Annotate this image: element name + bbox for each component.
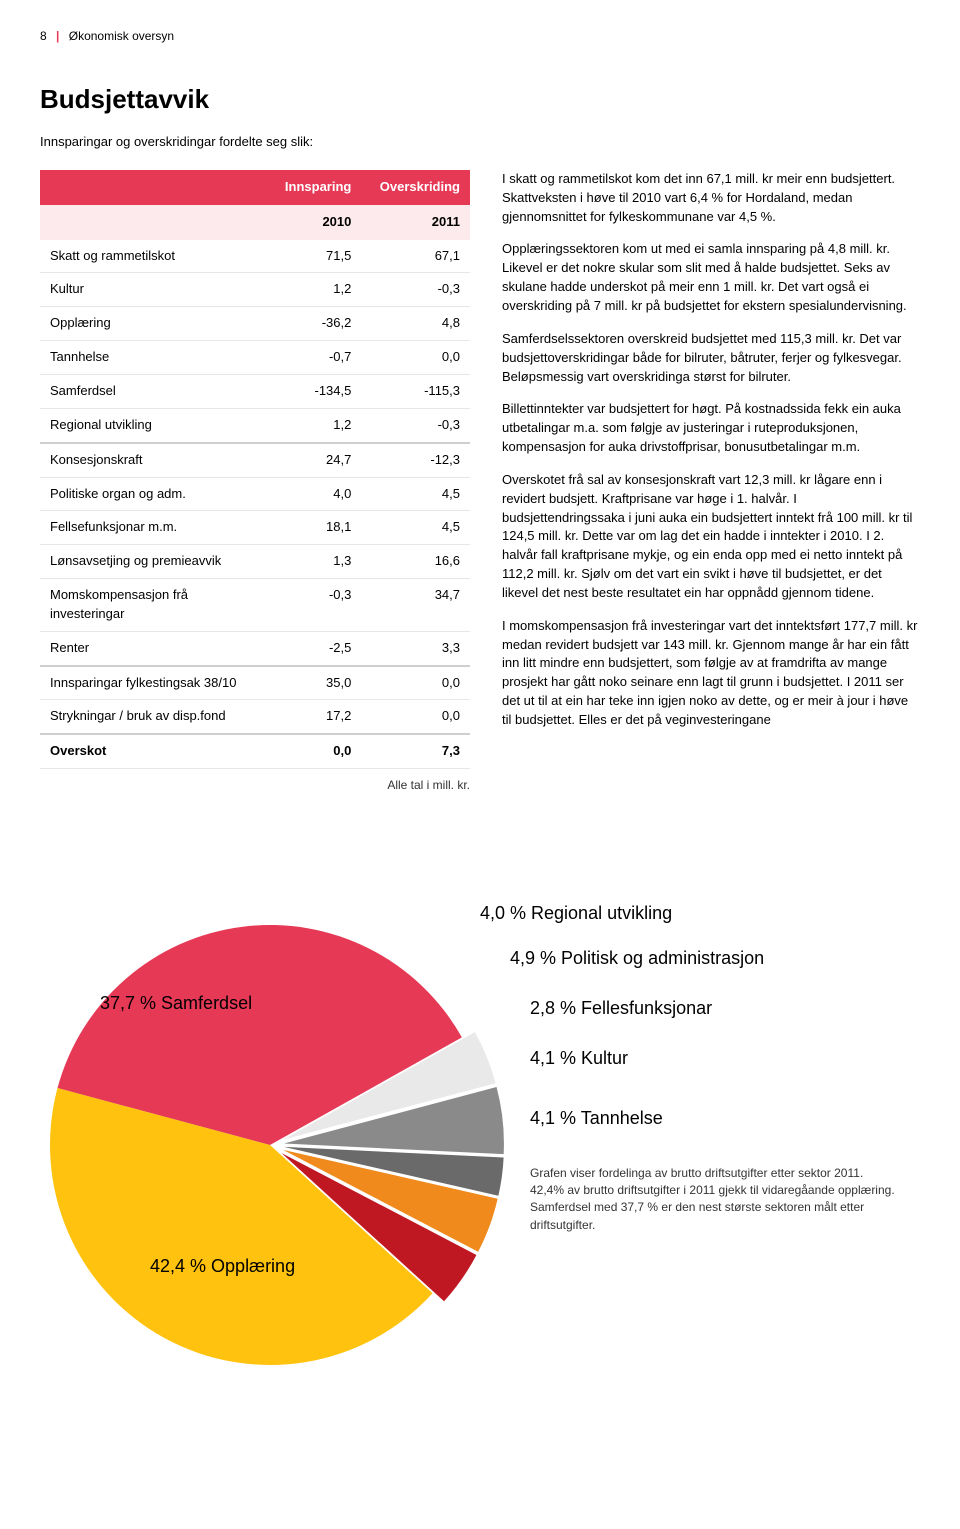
header-pipe: | — [56, 29, 59, 43]
row-label: Konsesjonskraft — [40, 443, 268, 477]
row-val-2011: 16,6 — [361, 545, 470, 579]
row-val-2010: 18,1 — [268, 511, 362, 545]
row-label: Samferdsel — [40, 374, 268, 408]
row-val-2010: 35,0 — [268, 666, 362, 700]
pie-chart — [40, 915, 520, 1395]
row-val-2011: 67,1 — [361, 240, 470, 273]
row-val-2010: 24,7 — [268, 443, 362, 477]
page-header: 8 | Økonomisk oversyn — [40, 28, 920, 45]
col-empty — [40, 170, 268, 205]
row-val-2011: 4,8 — [361, 307, 470, 341]
subtitle: Innsparingar og overskridingar fordelte … — [40, 133, 920, 152]
table-row: Strykningar / bruk av disp.fond17,20,0 — [40, 700, 470, 734]
row-val-2011: 7,3 — [361, 734, 470, 768]
table-row: Konsesjonskraft24,7-12,3 — [40, 443, 470, 477]
row-label: Momskompensasjon frå investeringar — [40, 579, 268, 632]
row-val-2010: 1,2 — [268, 273, 362, 307]
pie-label-politisk: 4,9 % Politisk og administrasjon — [510, 945, 764, 971]
row-val-2010: -0,7 — [268, 341, 362, 375]
body-paragraph: Samferdselssektoren overskreid budsjette… — [502, 330, 920, 387]
body-paragraph: Overskotet frå sal av konsesjonskraft va… — [502, 471, 920, 603]
row-val-2010: 0,0 — [268, 734, 362, 768]
row-val-2011: 3,3 — [361, 631, 470, 665]
table-year-row: 2010 2011 — [40, 205, 470, 240]
row-label: Innsparingar fylkestingsak 38/10 — [40, 666, 268, 700]
row-label: Lønsavsetjing og premieavvik — [40, 545, 268, 579]
pie-label-tannhelse: 4,1 % Tannhelse — [530, 1105, 663, 1131]
page-title: Budsjettavvik — [40, 81, 920, 119]
table-row: Fellsefunksjonar m.m.18,14,5 — [40, 511, 470, 545]
table-row: Opplæring-36,24,8 — [40, 307, 470, 341]
row-label: Tannhelse — [40, 341, 268, 375]
row-label: Renter — [40, 631, 268, 665]
table-row: Regional utvikling1,2-0,3 — [40, 408, 470, 442]
row-val-2010: 1,2 — [268, 408, 362, 442]
row-val-2011: 34,7 — [361, 579, 470, 632]
text-column: I skatt og rammetilskot kom det inn 67,1… — [502, 170, 920, 795]
body-paragraph: Opplæringssektoren kom ut med ei samla i… — [502, 240, 920, 315]
row-val-2011: 0,0 — [361, 341, 470, 375]
table-row: Lønsavsetjing og premieavvik1,316,6 — [40, 545, 470, 579]
body-paragraph: Billettinntekter var budsjettert for høg… — [502, 400, 920, 457]
table-row: Momskompensasjon frå investeringar-0,334… — [40, 579, 470, 632]
two-column-layout: Innsparing Overskriding 2010 2011 Skatt … — [40, 170, 920, 795]
year-empty — [40, 205, 268, 240]
row-val-2010: 4,0 — [268, 477, 362, 511]
page-section: Økonomisk oversyn — [69, 29, 174, 43]
pie-caption: Grafen viser fordelinga av brutto drifts… — [530, 1165, 900, 1235]
pie-chart-area: 37,7 % Samferdsel 4,0 % Regional utvikli… — [40, 855, 920, 1375]
pie-label-regional: 4,0 % Regional utvikling — [480, 900, 672, 926]
body-paragraph: I momskompensasjon frå investeringar var… — [502, 617, 920, 730]
row-val-2010: 71,5 — [268, 240, 362, 273]
table-row: Tannhelse-0,70,0 — [40, 341, 470, 375]
row-label: Skatt og rammetilskot — [40, 240, 268, 273]
table-row: Kultur1,2-0,3 — [40, 273, 470, 307]
row-val-2011: 4,5 — [361, 477, 470, 511]
pie-label-felles: 2,8 % Fellesfunksjonar — [530, 995, 712, 1021]
table-header-row: Innsparing Overskriding — [40, 170, 470, 205]
row-label: Kultur — [40, 273, 268, 307]
pie-label-samferdsel: 37,7 % Samferdsel — [100, 990, 252, 1016]
row-val-2011: -115,3 — [361, 374, 470, 408]
row-label: Fellsefunksjonar m.m. — [40, 511, 268, 545]
year-2011: 2011 — [361, 205, 470, 240]
budget-table: Innsparing Overskriding 2010 2011 Skatt … — [40, 170, 470, 769]
row-val-2011: -0,3 — [361, 408, 470, 442]
row-val-2010: 17,2 — [268, 700, 362, 734]
table-row: Renter-2,53,3 — [40, 631, 470, 665]
col-innsparing: Innsparing — [268, 170, 362, 205]
table-row: Innsparingar fylkestingsak 38/1035,00,0 — [40, 666, 470, 700]
row-val-2010: 1,3 — [268, 545, 362, 579]
row-label: Regional utvikling — [40, 408, 268, 442]
row-label: Opplæring — [40, 307, 268, 341]
pie-label-opplaering: 42,4 % Opplæring — [150, 1253, 295, 1279]
row-label: Strykningar / bruk av disp.fond — [40, 700, 268, 734]
table-row: Samferdsel-134,5-115,3 — [40, 374, 470, 408]
page-number: 8 — [40, 29, 47, 43]
row-label: Overskot — [40, 734, 268, 768]
col-overskriding: Overskriding — [361, 170, 470, 205]
row-val-2011: 0,0 — [361, 666, 470, 700]
row-val-2010: -0,3 — [268, 579, 362, 632]
row-val-2010: -134,5 — [268, 374, 362, 408]
row-label: Politiske organ og adm. — [40, 477, 268, 511]
table-row: Overskot0,07,3 — [40, 734, 470, 768]
row-val-2011: 4,5 — [361, 511, 470, 545]
year-2010: 2010 — [268, 205, 362, 240]
table-row: Skatt og rammetilskot71,567,1 — [40, 240, 470, 273]
table-caption: Alle tal i mill. kr. — [40, 777, 470, 794]
table-column: Innsparing Overskriding 2010 2011 Skatt … — [40, 170, 470, 795]
row-val-2011: 0,0 — [361, 700, 470, 734]
pie-label-kultur: 4,1 % Kultur — [530, 1045, 628, 1071]
row-val-2011: -0,3 — [361, 273, 470, 307]
row-val-2011: -12,3 — [361, 443, 470, 477]
table-row: Politiske organ og adm.4,04,5 — [40, 477, 470, 511]
row-val-2010: -36,2 — [268, 307, 362, 341]
body-paragraph: I skatt og rammetilskot kom det inn 67,1… — [502, 170, 920, 227]
row-val-2010: -2,5 — [268, 631, 362, 665]
